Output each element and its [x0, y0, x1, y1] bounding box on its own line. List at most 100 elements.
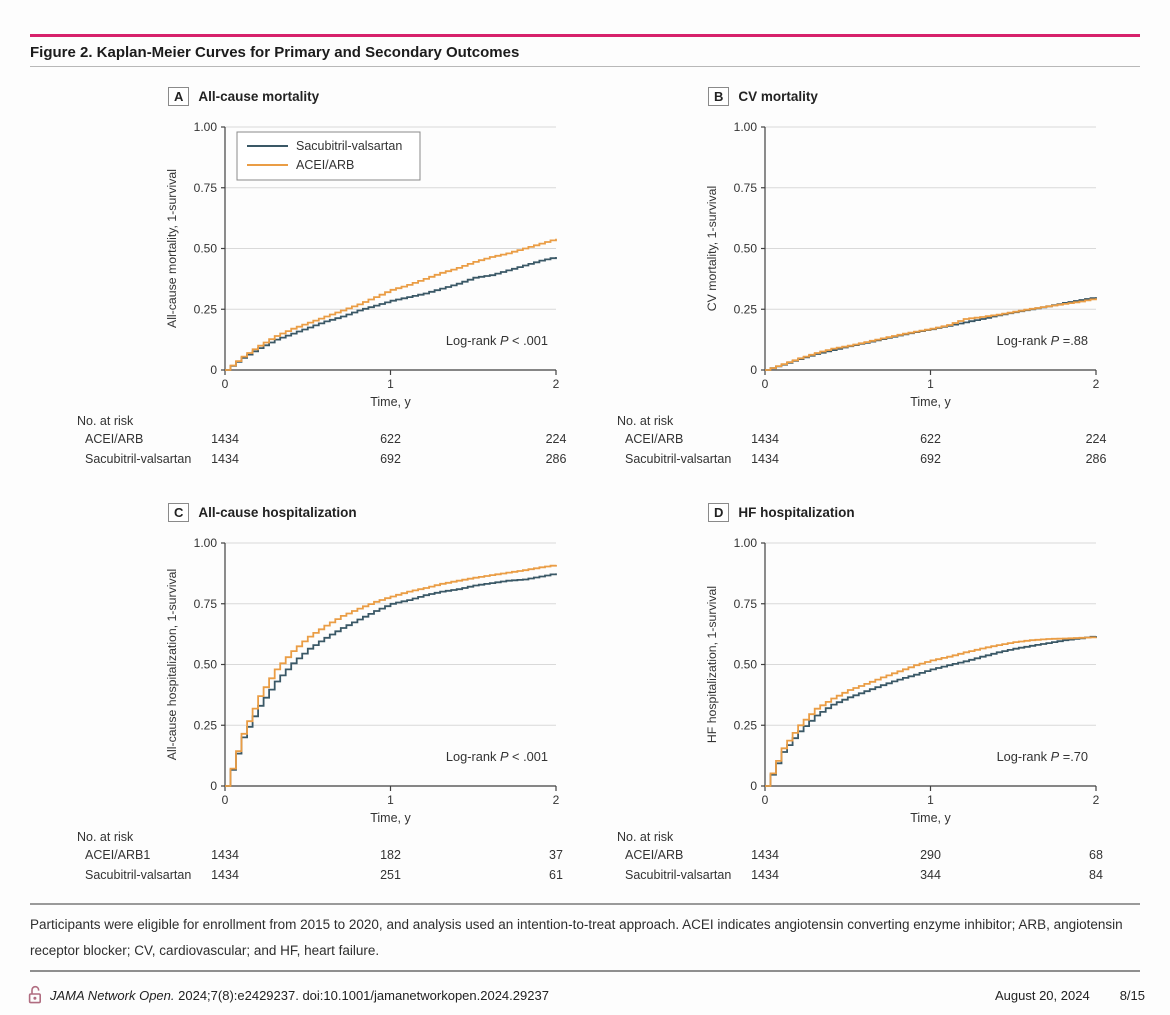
journal-citation: JAMA Network Open. 2024;7(8):e2429237. d… — [50, 988, 549, 1003]
km-chart-cv-mortality: 0 0.25 0.50 0.75 1.00 0 1 2 CV mortality, 1-surv… — [705, 120, 1100, 409]
risk-value: 1434 — [211, 432, 239, 446]
x-tick-label: 2 — [553, 377, 560, 391]
y-axis-label: All-cause mortality, 1-survival — [165, 169, 179, 328]
risk-value: 61 — [549, 867, 563, 882]
curve-sacubitril-valsartan — [225, 573, 557, 787]
y-tick-label: 0.75 — [194, 597, 218, 611]
x-tick-label: 2 — [1093, 377, 1100, 391]
curve-sacubitril-valsartan — [765, 635, 1097, 787]
panel-header: D HF hospitalization — [708, 503, 855, 522]
risk-value: 224 — [545, 432, 567, 446]
risk-row-label: ACEI/ARB1 — [85, 848, 151, 862]
title-divider — [30, 66, 1140, 67]
figure-title: Figure 2. Kaplan-Meier Curves for Primar… — [30, 44, 520, 61]
y-tick-label: 0 — [750, 363, 757, 377]
risk-value: 1434 — [751, 848, 779, 862]
risk-value: 84 — [1089, 867, 1103, 882]
y-tick-label: 0.75 — [734, 597, 758, 611]
panel-header: C All-cause hospitalization — [168, 503, 357, 522]
journal-name: JAMA Network Open. — [50, 988, 175, 1003]
x-tick-label: 1 — [387, 377, 394, 391]
y-tick-label: 0.75 — [734, 181, 758, 195]
x-tick-label: 0 — [762, 377, 769, 391]
curve-sacubitril-valsartan — [225, 257, 557, 371]
curve-acei-arb — [225, 238, 557, 371]
y-axis-label: All-cause hospitalization, 1-survival — [165, 569, 179, 760]
log-rank-p-label: Log-rank P =.88 — [997, 333, 1088, 348]
y-tick-label: 1.00 — [194, 120, 218, 134]
legend-label: ACEI/ARB — [296, 158, 354, 172]
km-chart-hf-hospitalization: 0 0.25 0.50 0.75 1.00 0 1 2 HF hospitalization, … — [705, 536, 1100, 825]
risk-row-label: ACEI/ARB — [625, 432, 684, 446]
y-tick-label: 1.00 — [734, 536, 758, 550]
legend-box — [236, 131, 421, 181]
risk-value: 1434 — [211, 451, 239, 466]
risk-value: 344 — [920, 867, 941, 882]
log-rank-p-label: Log-rank P =.70 — [997, 749, 1088, 764]
risk-row-label: ACEI/ARB — [85, 432, 144, 446]
risk-value: 1434 — [211, 867, 239, 882]
km-chart-all-cause-mortality: 0 0.25 0.50 0.75 1.00 0 1 2 All-cause mortality,… — [165, 120, 560, 409]
x-axis-label: Time, y — [910, 811, 951, 825]
y-tick-label: 0.25 — [734, 718, 758, 732]
x-tick-label: 2 — [1093, 793, 1100, 807]
panel-header: B CV mortality — [708, 87, 818, 106]
y-tick-label: 0.50 — [194, 658, 218, 672]
y-tick-label: 0.50 — [194, 242, 218, 256]
y-tick-label: 0.25 — [194, 302, 218, 316]
risk-table-title: No. at risk — [77, 830, 134, 844]
risk-row-label: Sacubitril-valsartan — [85, 867, 192, 882]
y-tick-label: 0.50 — [734, 242, 758, 256]
risk-row-label: Sacubitril-valsartan — [625, 867, 732, 882]
x-axis-label: Time, y — [370, 811, 411, 825]
panel-all-cause-hospitalization: C All-cause hospitalization 0 0.25 0.50 0.7… — [30, 503, 600, 915]
panel-letter: D — [708, 503, 730, 522]
panel-title: All-cause mortality — [198, 89, 320, 104]
risk-row-label: Sacubitril-valsartan — [85, 451, 192, 466]
risk-value: 37 — [549, 848, 563, 862]
panel-cv-mortality: B CV mortality 0 0.25 0.50 0.75 1.00 0 1 2 CV mo… — [570, 87, 1140, 499]
legend-label: Sacubitril-valsartan — [296, 139, 402, 153]
footer-date: August 20, 2024 — [994, 988, 1090, 1003]
risk-table-title: No. at risk — [617, 830, 674, 844]
panel-title: All-cause hospitalization — [198, 505, 357, 520]
x-tick-label: 2 — [553, 793, 560, 807]
footer-divider — [30, 970, 1140, 972]
km-chart-all-cause-hospitalization: 0 0.25 0.50 0.75 1.00 0 1 2 All-cause hospitaliz… — [165, 536, 560, 825]
y-tick-label: 0 — [750, 779, 757, 793]
panel-title: HF hospitalization — [738, 505, 855, 520]
panel-letter: C — [168, 503, 190, 522]
risk-row-label: Sacubitril-valsartan — [625, 451, 732, 466]
y-tick-label: 1.00 — [194, 536, 218, 550]
risk-table: No. at risk ACEI/ARB 1434 622 224 Sacubitril… — [570, 414, 1140, 494]
panel-letter: A — [168, 87, 190, 106]
caption-divider — [30, 903, 1140, 905]
risk-value: 182 — [380, 848, 401, 862]
risk-value: 251 — [380, 867, 401, 882]
x-tick-label: 1 — [387, 793, 394, 807]
risk-value: 286 — [545, 451, 567, 466]
y-tick-label: 0 — [210, 779, 217, 793]
risk-table: No. at risk ACEI/ARB1 1434 182 37 Sacubitril… — [30, 830, 600, 910]
curve-acei-arb — [225, 564, 557, 787]
y-tick-label: 0.50 — [734, 658, 758, 672]
panel-title: CV mortality — [738, 89, 818, 104]
risk-value: 622 — [920, 432, 941, 446]
footer-page-number: 8/15 — [1119, 988, 1145, 1003]
x-tick-label: 0 — [222, 793, 229, 807]
curve-acei-arb — [765, 298, 1097, 371]
x-axis-label: Time, y — [910, 395, 951, 409]
jama-accent-rule — [30, 34, 1140, 37]
figure-caption: Participants were eligible for enrollmen… — [30, 917, 1123, 958]
risk-value: 692 — [380, 451, 401, 466]
x-tick-label: 0 — [762, 793, 769, 807]
y-tick-label: 0 — [210, 363, 217, 377]
log-rank-p-label: Log-rank P < .001 — [446, 333, 548, 348]
risk-value: 286 — [1085, 451, 1107, 466]
y-tick-label: 1.00 — [734, 120, 758, 134]
risk-table: No. at risk ACEI/ARB 1434 290 68 Sacubitril-… — [570, 830, 1140, 910]
risk-value: 1434 — [751, 432, 779, 446]
risk-table-title: No. at risk — [77, 414, 134, 428]
x-tick-label: 1 — [927, 793, 934, 807]
